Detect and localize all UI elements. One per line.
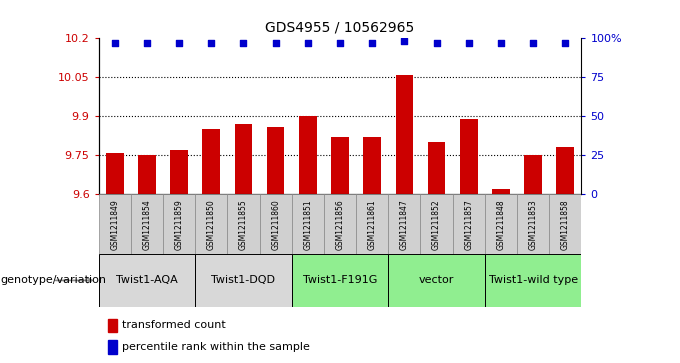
Point xyxy=(367,40,377,46)
Bar xyxy=(108,340,117,354)
Bar xyxy=(138,155,156,194)
Bar xyxy=(195,254,292,307)
Bar xyxy=(99,254,195,307)
Bar xyxy=(485,254,581,307)
Bar xyxy=(331,137,349,194)
Bar xyxy=(356,194,388,254)
Point xyxy=(399,38,410,44)
Text: GSM1211847: GSM1211847 xyxy=(400,199,409,250)
Bar xyxy=(549,194,581,254)
Text: GSM1211852: GSM1211852 xyxy=(432,199,441,250)
Bar xyxy=(363,137,381,194)
Point xyxy=(560,40,571,46)
Text: percentile rank within the sample: percentile rank within the sample xyxy=(122,342,309,352)
Point xyxy=(528,40,539,46)
Text: GSM1211858: GSM1211858 xyxy=(561,199,570,250)
Text: Twist1-AQA: Twist1-AQA xyxy=(116,276,177,285)
Text: Twist1-F191G: Twist1-F191G xyxy=(303,276,377,285)
Point xyxy=(463,40,474,46)
Point xyxy=(141,40,152,46)
Bar xyxy=(524,155,542,194)
Bar xyxy=(99,194,131,254)
Text: vector: vector xyxy=(419,276,454,285)
Text: GSM1211850: GSM1211850 xyxy=(207,199,216,250)
Bar xyxy=(106,152,124,194)
Bar xyxy=(195,194,227,254)
Text: GSM1211861: GSM1211861 xyxy=(368,199,377,250)
Point xyxy=(109,40,120,46)
Bar xyxy=(292,194,324,254)
Bar xyxy=(396,74,413,194)
Point xyxy=(206,40,217,46)
Text: GSM1211851: GSM1211851 xyxy=(303,199,312,250)
Bar xyxy=(453,194,485,254)
Text: Twist1-DQD: Twist1-DQD xyxy=(211,276,275,285)
Text: GSM1211848: GSM1211848 xyxy=(496,199,505,250)
Text: GSM1211853: GSM1211853 xyxy=(528,199,538,250)
Text: GSM1211859: GSM1211859 xyxy=(175,199,184,250)
Text: GSM1211856: GSM1211856 xyxy=(335,199,345,250)
Title: GDS4955 / 10562965: GDS4955 / 10562965 xyxy=(265,20,415,34)
Text: Twist1-wild type: Twist1-wild type xyxy=(488,276,578,285)
Point xyxy=(270,40,281,46)
Point xyxy=(303,40,313,46)
Bar xyxy=(260,194,292,254)
Bar xyxy=(227,194,260,254)
Bar xyxy=(131,194,163,254)
Text: GSM1211854: GSM1211854 xyxy=(142,199,152,250)
Bar xyxy=(163,194,195,254)
Text: GSM1211849: GSM1211849 xyxy=(110,199,119,250)
Bar xyxy=(235,124,252,194)
Bar xyxy=(388,194,420,254)
Bar xyxy=(428,142,445,194)
Bar xyxy=(485,194,517,254)
Bar xyxy=(324,194,356,254)
Bar xyxy=(460,119,477,194)
Bar xyxy=(267,127,284,194)
Bar xyxy=(420,194,453,254)
Bar xyxy=(517,194,549,254)
Text: transformed count: transformed count xyxy=(122,321,226,330)
Bar xyxy=(292,254,388,307)
Bar xyxy=(203,129,220,194)
Bar xyxy=(388,254,485,307)
Point xyxy=(173,40,184,46)
Bar xyxy=(299,116,317,194)
Point xyxy=(238,40,249,46)
Text: GSM1211857: GSM1211857 xyxy=(464,199,473,250)
Bar xyxy=(170,150,188,194)
Point xyxy=(335,40,345,46)
Point xyxy=(496,40,507,46)
Bar xyxy=(556,147,574,194)
Bar xyxy=(492,189,510,194)
Point xyxy=(431,40,442,46)
Bar xyxy=(108,319,117,333)
Text: GSM1211860: GSM1211860 xyxy=(271,199,280,250)
Text: GSM1211855: GSM1211855 xyxy=(239,199,248,250)
Text: genotype/variation: genotype/variation xyxy=(0,276,106,285)
